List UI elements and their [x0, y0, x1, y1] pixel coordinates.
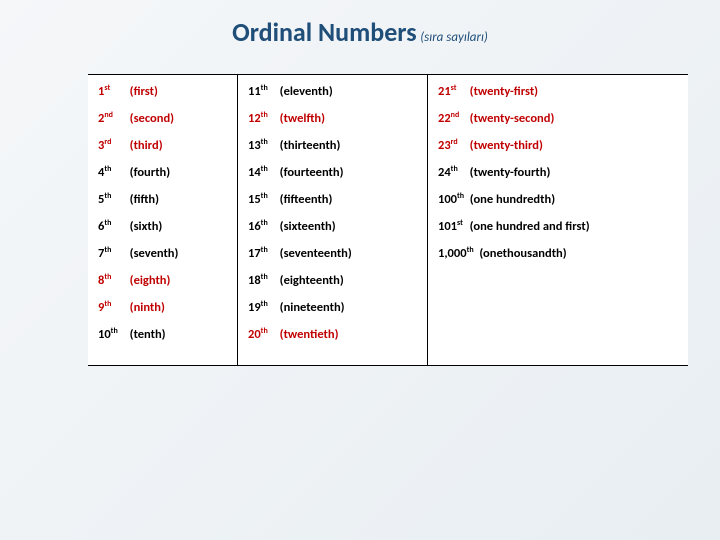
ordinal-word: second [130, 111, 174, 126]
ordinal-number: 4th [98, 164, 124, 180]
table-row: 11th eleventh [248, 83, 423, 110]
ordinal-number: 5th [98, 191, 124, 207]
ordinal-word: sixteenth [280, 219, 336, 234]
table-row: 101st one hundred and first [438, 218, 684, 245]
ordinal-word: third [130, 138, 163, 153]
ordinal-number: 101st [438, 218, 464, 234]
table-row: 8th eighth [98, 272, 233, 299]
ordinal-number: 17th [248, 245, 274, 261]
ordinal-word: first [130, 84, 158, 99]
ordinal-number: 22nd [438, 110, 464, 126]
ordinal-number: 11th [248, 83, 274, 99]
table-row: 20th twentieth [248, 326, 423, 353]
ordinal-number: 9th [98, 299, 124, 315]
table-row: 1,000th onethousandth [438, 245, 684, 272]
ordinal-word: fifth [130, 192, 159, 207]
ordinal-number: 18th [248, 272, 274, 288]
ordinal-word: seventeenth [280, 246, 352, 261]
ordinal-word: fourteenth [280, 165, 344, 180]
table-row: 19th nineteenth [248, 299, 423, 326]
ordinal-word: ninth [130, 300, 165, 315]
table-row: 1st first [98, 83, 233, 110]
ordinal-word: twenty-first [470, 84, 538, 99]
ordinal-number: 6th [98, 218, 124, 234]
table-row: 2nd second [98, 110, 233, 137]
ordinal-word: one hundredth [470, 192, 555, 207]
column-2: 11th eleventh12th twelfth13th thirteenth… [238, 75, 428, 365]
ordinal-word: fourth [130, 165, 171, 180]
ordinal-number: 1st [98, 83, 124, 99]
table-row: 100th one hundredth [438, 191, 684, 218]
ordinal-word: one hundred and first [470, 219, 590, 234]
title-main: Ordinal Numbers [232, 16, 416, 48]
ordinal-number: 16th [248, 218, 274, 234]
ordinal-table: 1st first2nd second3rd third4th fourth5t… [88, 74, 688, 366]
ordinal-number: 15th [248, 191, 274, 207]
ordinal-number: 21st [438, 83, 464, 99]
ordinal-number: 2nd [98, 110, 124, 126]
column-3: 21st twenty-first22nd twenty-second23rd … [428, 75, 688, 365]
ordinal-number: 14th [248, 164, 274, 180]
ordinal-number: 10th [98, 326, 124, 342]
ordinal-number: 100th [438, 191, 464, 207]
ordinal-word: fifteenth [280, 192, 333, 207]
ordinal-number: 7th [98, 245, 124, 261]
table-row: 9th ninth [98, 299, 233, 326]
ordinal-word: twentieth [280, 327, 339, 342]
ordinal-word: eighth [130, 273, 171, 288]
ordinal-number: 3rd [98, 137, 124, 153]
table-row: 21st twenty-first [438, 83, 684, 110]
ordinal-number: 8th [98, 272, 124, 288]
table-row: 13th thirteenth [248, 137, 423, 164]
ordinal-word: twenty-second [470, 111, 555, 126]
ordinal-word: sixth [130, 219, 163, 234]
ordinal-word: thirteenth [280, 138, 341, 153]
ordinal-number: 23rd [438, 137, 464, 153]
title-subtitle: (sıra sayıları) [420, 30, 488, 45]
ordinal-number: 19th [248, 299, 274, 315]
ordinal-number: 1,000th [438, 245, 474, 261]
column-1: 1st first2nd second3rd third4th fourth5t… [88, 75, 238, 365]
ordinal-word: twelfth [280, 111, 325, 126]
table-row: 16th sixteenth [248, 218, 423, 245]
table-row: 12th twelfth [248, 110, 423, 137]
table-row: 23rd twenty-third [438, 137, 684, 164]
table-row: 10th tenth [98, 326, 233, 353]
table-row: 15th fifteenth [248, 191, 423, 218]
ordinal-word: tenth [130, 327, 166, 342]
table-row: 5th fifth [98, 191, 233, 218]
table-row: 7th seventh [98, 245, 233, 272]
ordinal-word: onethousandth [479, 246, 566, 261]
ordinal-number: 13th [248, 137, 274, 153]
ordinal-number: 20th [248, 326, 274, 342]
table-row: 3rd third [98, 137, 233, 164]
table-row: 22nd twenty-second [438, 110, 684, 137]
ordinal-number: 24th [438, 164, 464, 180]
table-row: 4th fourth [98, 164, 233, 191]
page-title: Ordinal Numbers (sıra sayıları) [0, 16, 720, 48]
ordinal-word: twenty-third [470, 138, 543, 153]
ordinal-number: 12th [248, 110, 274, 126]
ordinal-word: seventh [130, 246, 179, 261]
table-row: 6th sixth [98, 218, 233, 245]
table-row: 14th fourteenth [248, 164, 423, 191]
table-row: 24th twenty-fourth [438, 164, 684, 191]
ordinal-word: eleventh [280, 84, 333, 99]
table-row: 17th seventeenth [248, 245, 423, 272]
ordinal-word: twenty-fourth [470, 165, 551, 180]
ordinal-word: eighteenth [280, 273, 344, 288]
ordinal-word: nineteenth [280, 300, 345, 315]
table-row: 18th eighteenth [248, 272, 423, 299]
